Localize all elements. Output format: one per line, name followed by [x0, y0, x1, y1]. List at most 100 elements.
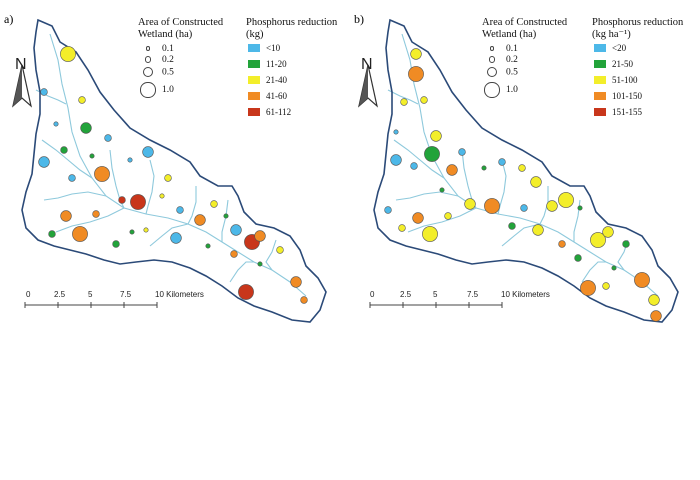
stream-line — [145, 159, 155, 215]
wetland-point — [143, 227, 149, 233]
wetland-point — [464, 198, 476, 210]
class-legend-item: 41-60 — [248, 91, 287, 101]
scale-bar-label: 10 Kilometers — [501, 290, 550, 299]
class-swatch — [248, 76, 260, 84]
stream-line — [265, 239, 277, 271]
wetland-point — [400, 98, 408, 106]
stream-line — [55, 207, 125, 233]
wetland-point — [393, 129, 399, 135]
map-panel-a: a) N Area of Constructed Wetland (ha) Ph… — [4, 12, 337, 323]
class-swatch — [248, 60, 260, 68]
class-swatch — [248, 92, 260, 100]
wetland-point — [384, 206, 392, 214]
wetland-point — [650, 310, 662, 322]
wetland-point — [430, 130, 442, 142]
wetland-point — [230, 224, 242, 236]
scale-bar-label: 0 — [26, 290, 31, 299]
scale-bar-label: 7.5 — [120, 290, 132, 299]
size-legend-item: 0.2 — [144, 55, 174, 65]
class-legend-label: 21-40 — [266, 75, 287, 85]
wetland-point — [622, 240, 630, 248]
wetland-point — [611, 265, 617, 271]
wetland-point — [648, 294, 660, 306]
wetland-point — [40, 88, 48, 96]
catchment-boundary-a — [21, 18, 327, 323]
wetland-point — [390, 154, 402, 166]
scale-bar-label: 7.5 — [467, 290, 479, 299]
wetland-point — [60, 146, 68, 154]
class-legend-item: <10 — [248, 43, 280, 53]
wetland-point — [176, 206, 184, 214]
scale-bar-label: 2.5 — [400, 290, 412, 299]
wetland-point — [80, 122, 92, 134]
wetland-point — [444, 212, 452, 220]
class-legend-label: 41-60 — [266, 91, 287, 101]
wetland-point — [159, 193, 165, 199]
wetland-point — [60, 46, 76, 62]
size-legend-item: 0.1 — [489, 43, 518, 54]
class-legend-label: 21-50 — [612, 59, 633, 69]
wetland-point — [602, 282, 610, 290]
wetland-point — [508, 222, 516, 230]
class-swatch — [594, 76, 606, 84]
wetland-point — [78, 96, 86, 104]
class-legend-item: 11-20 — [248, 59, 287, 69]
wetland-point — [498, 158, 506, 166]
wetland-point — [92, 210, 100, 218]
wetland-point — [420, 96, 428, 104]
class-legend-label: 101-150 — [612, 91, 642, 101]
stream-line — [221, 199, 229, 242]
class-swatch — [248, 108, 260, 116]
wetland-point — [446, 164, 458, 176]
wetland-point — [112, 240, 120, 248]
wetland-point — [439, 187, 445, 193]
wetland-point — [580, 280, 596, 296]
map-panel-b: b) N Area of Constructed Wetland (ha) Ph… — [350, 0, 700, 480]
class-legend-item: <20 — [594, 43, 626, 53]
size-legend-item: 0.1 — [145, 44, 174, 54]
stream-line — [387, 89, 419, 105]
wetland-point — [520, 204, 528, 212]
class-legend-item: 101-150 — [594, 91, 642, 101]
stream-line — [229, 261, 254, 283]
wetland-point — [590, 232, 606, 248]
north-arrow-icon — [358, 64, 378, 108]
wetland-size-symbol — [484, 82, 500, 98]
class-legend-label: 51-100 — [612, 75, 638, 85]
wetland-point — [574, 254, 582, 262]
wetland-point — [602, 226, 614, 238]
size-legend-item: 0.5 — [142, 66, 174, 78]
wetland-size-symbol — [489, 46, 495, 51]
scale-bar-label: 5 — [88, 290, 93, 299]
stream-line — [187, 186, 197, 225]
class-legend-item: 21-40 — [248, 75, 287, 85]
map-a — [12, 18, 327, 323]
size-legend-label: 0.1 — [505, 43, 518, 54]
wetland-point — [89, 153, 95, 159]
wetland-point — [94, 166, 110, 182]
map-b — [358, 18, 679, 323]
class-legend-title: Phosphorus reduction (kg ha⁻¹) — [592, 17, 684, 40]
wetland-point — [410, 162, 418, 170]
wetland-point — [142, 146, 154, 158]
scale-bar-label: 5 — [433, 290, 438, 299]
scale-bar-label: 10 Kilometers — [155, 290, 204, 299]
scale-bar-label: 2.5 — [54, 290, 66, 299]
stream-line — [41, 139, 93, 179]
class-legend-label: 11-20 — [266, 59, 287, 69]
catchment-boundary-b — [373, 18, 679, 323]
wetland-point — [53, 121, 59, 127]
wetland-point — [127, 157, 133, 163]
wetland-point — [300, 296, 308, 304]
wetland-size-symbol — [145, 46, 151, 51]
wetland-point — [68, 174, 76, 182]
size-legend-label: 0.5 — [505, 67, 518, 78]
wetland-point — [104, 134, 112, 142]
scale-bar-b — [369, 302, 503, 308]
stream-line — [401, 33, 659, 297]
wetland-point — [577, 205, 583, 211]
wetland-point — [398, 224, 406, 232]
wetland-size-symbol — [140, 82, 156, 98]
size-legend-label: 1.0 — [505, 85, 518, 96]
wetland-point — [129, 229, 135, 235]
